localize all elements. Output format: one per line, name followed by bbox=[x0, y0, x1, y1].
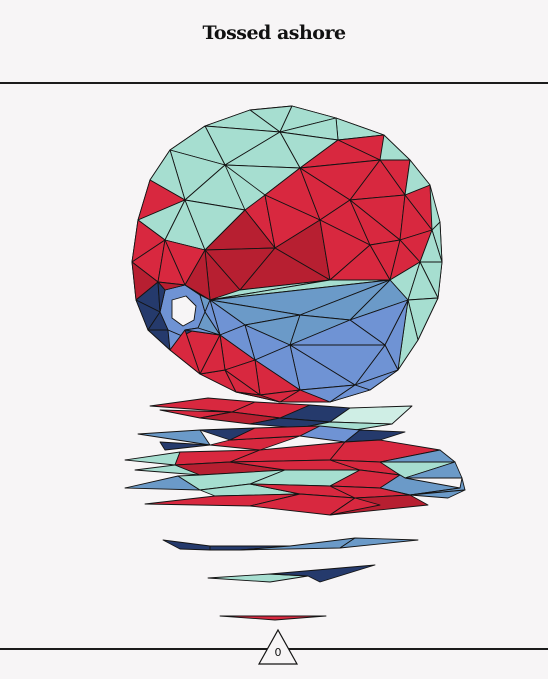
triangle-badge-icon bbox=[257, 628, 299, 665]
beach-ball[interactable] bbox=[131, 105, 443, 403]
score-counter: 0 bbox=[256, 628, 300, 666]
ball-reflection bbox=[124, 397, 466, 621]
header-bar: Tossed ashore bbox=[0, 0, 548, 84]
score-value: 0 bbox=[274, 646, 282, 659]
level-title: Tossed ashore bbox=[202, 22, 346, 44]
beach-ball-scene bbox=[124, 105, 466, 621]
